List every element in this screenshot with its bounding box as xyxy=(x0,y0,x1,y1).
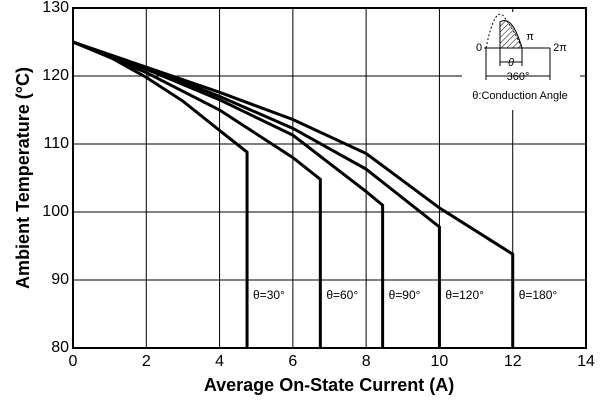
x-tick-label: 6 xyxy=(288,353,297,370)
curve xyxy=(72,40,322,348)
inset-caption: θ:Conduction Angle xyxy=(472,90,567,102)
inset-label: θ xyxy=(508,57,514,69)
inset-label: 360° xyxy=(507,71,530,83)
y-axis-label: Ambient Temperature (°C) xyxy=(13,67,33,289)
x-tick-label: 4 xyxy=(215,353,224,370)
y-tick-label: 130 xyxy=(42,0,69,16)
series-label: θ=60° xyxy=(326,288,358,302)
curve xyxy=(72,40,515,348)
plot-frame xyxy=(72,7,587,349)
x-tick-label: 12 xyxy=(504,353,522,370)
y-tick-label: 80 xyxy=(51,339,69,356)
inset-background xyxy=(462,12,580,110)
curve xyxy=(72,40,249,348)
y-tick-label: 120 xyxy=(42,67,69,84)
x-tick-label: 14 xyxy=(577,353,595,370)
series-label: θ=180° xyxy=(519,288,558,302)
x-tick-label: 8 xyxy=(362,353,371,370)
y-tick-label: 90 xyxy=(51,271,69,288)
inset-conduction xyxy=(499,20,523,49)
x-tick-label: 0 xyxy=(69,353,78,370)
inset-label: π xyxy=(526,31,534,43)
series-label: θ=30° xyxy=(253,288,285,302)
plot: 0 2 4 6 8 10 12 14 80 90 100 110 120 130 θ=30° θ=60° θ=9… xyxy=(42,0,595,370)
x-tick-label: 10 xyxy=(431,353,449,370)
y-tick-label: 110 xyxy=(43,135,69,152)
x-axis-label: Average On-State Current (A) xyxy=(204,375,454,395)
inset-label: 0 xyxy=(476,42,482,54)
series-label: θ=120° xyxy=(445,288,484,302)
y-tick-label: 100 xyxy=(42,203,69,220)
inset-label: 2π xyxy=(553,42,567,54)
inset: 0 π 2π θ 360° θ:Conduction Angle xyxy=(462,12,580,110)
x-tick-label: 2 xyxy=(142,353,151,370)
series-label: θ=90° xyxy=(389,288,421,302)
